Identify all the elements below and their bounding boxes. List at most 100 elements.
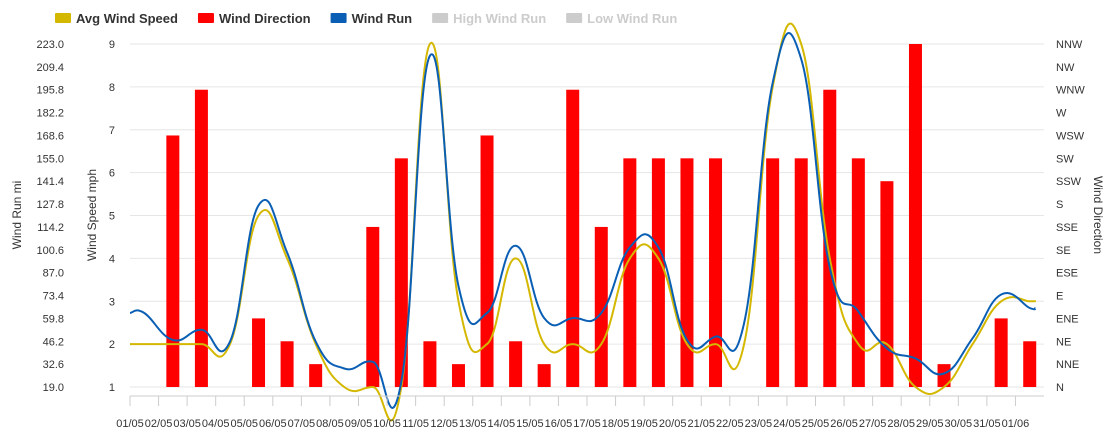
axis-ticks: 19.0 32.6 46.2 59.8 73.4 87.0 100.6 114.2 127.8 1… [36, 39, 1085, 430]
legend-item-wind-run[interactable]: Wind Run [330, 11, 413, 26]
date-tick-label: 24/05 [773, 418, 801, 430]
wind-run-tick-label: 223.0 [36, 39, 64, 51]
wind-run-tick-label: 19.0 [43, 382, 64, 394]
date-tick-label: 28/05 [887, 418, 915, 430]
wind-run-tick-label: 114.2 [37, 222, 64, 234]
date-tick-label: 15/05 [516, 418, 544, 430]
date-tick-label: 19/05 [630, 418, 658, 430]
date-tick-label: 29/05 [916, 418, 944, 430]
wind-speed-tick-label: 8 [109, 82, 115, 94]
date-tick-label: 21/05 [687, 418, 715, 430]
date-tick-label: 31/05 [973, 418, 1001, 430]
wind-direction-bar [309, 364, 323, 387]
wind-speed-tick-label: 1 [109, 382, 115, 394]
legend-label: Avg Wind Speed [76, 11, 178, 26]
date-tick-label: 30/05 [945, 418, 973, 430]
wind-direction-tick-label: W [1056, 108, 1067, 120]
wind-direction-bar [537, 364, 551, 387]
date-tick-label: 17/05 [573, 418, 601, 430]
wind-direction-tick-label: ENE [1056, 313, 1079, 325]
legend-item-low-wind-run[interactable]: Low Wind Run [566, 11, 677, 26]
wind-direction-tick-label: NW [1056, 62, 1075, 74]
legend-label: Wind Direction [219, 11, 311, 26]
wind-direction-bar [680, 158, 694, 387]
wind-direction-bar [709, 158, 723, 387]
wind-direction-bar [794, 158, 808, 387]
wind-speed-tick-label: 5 [109, 211, 115, 223]
wind-run-tick-label: 209.4 [36, 62, 64, 74]
legend-item-wind-direction[interactable]: Wind Direction [197, 11, 311, 26]
grid-lines [130, 43, 1044, 388]
wind-direction-tick-label: SSE [1056, 222, 1078, 234]
date-tick-label: 23/05 [745, 418, 773, 430]
wind-direction-bar [651, 158, 665, 387]
date-tick-label: 26/05 [830, 418, 858, 430]
wind-speed-tick-label: 9 [109, 39, 115, 51]
wind-direction-bar [451, 364, 465, 387]
wind-direction-tick-label: NNE [1056, 359, 1079, 371]
wind-direction-bar [937, 364, 951, 387]
date-tick-label: 11/05 [402, 418, 429, 430]
wind-run-line [129, 32, 1037, 409]
wind-run-tick-label: 87.0 [43, 268, 64, 280]
wind-direction-tick-label: SSW [1056, 176, 1082, 188]
wind-direction-bar [766, 158, 780, 387]
date-tick-label: 22/05 [716, 418, 744, 430]
wind-speed-tick-label: 7 [109, 125, 115, 137]
date-tick-label: 12/05 [430, 418, 458, 430]
wind-direction-bar [880, 181, 894, 387]
series-lines [129, 22, 1037, 422]
wind-direction-bar [623, 158, 637, 387]
date-tick-label: 20/05 [659, 418, 687, 430]
wind-run-tick-label: 155.0 [36, 153, 64, 165]
wind-run-tick-label: 32.6 [43, 359, 64, 371]
wind-run-tick-label: 141.4 [36, 176, 64, 188]
wind-run-tick-label: 73.4 [43, 291, 64, 303]
legend-swatch [197, 13, 214, 23]
legend-swatch [55, 13, 71, 23]
date-tick-label: 02/05 [145, 418, 173, 430]
date-tick-label: 08/05 [316, 418, 344, 430]
wind-direction-bar [423, 341, 437, 387]
wind-direction-bar [280, 341, 294, 387]
date-tick-label: 14/05 [488, 418, 516, 430]
wind-speed-tick-label: 3 [109, 296, 115, 308]
legend-swatch [432, 13, 449, 23]
date-tick-label: 01/06 [1002, 418, 1030, 430]
axes: Wind Run mi Wind Speed mph Wind Directio… [10, 169, 1105, 397]
date-tick-label: 03/05 [173, 418, 201, 430]
wind-direction-tick-label: WNW [1056, 85, 1085, 97]
wind-direction-tick-label: SE [1056, 245, 1071, 257]
legend: Avg Wind Speed Wind Direction Wind Run High… [55, 11, 677, 26]
wind-run-tick-label: 127.8 [36, 199, 64, 211]
wind-direction-bar [509, 341, 523, 387]
date-tick-label: 04/05 [202, 418, 230, 430]
date-tick-label: 27/05 [859, 418, 887, 430]
legend-label: Wind Run [352, 11, 413, 26]
wind-direction-bar [566, 89, 580, 387]
date-tick-label: 01/05 [116, 418, 144, 430]
date-tick-label: 07/05 [288, 418, 316, 430]
wind-direction-bar [394, 158, 408, 387]
date-tick-label: 25/05 [802, 418, 830, 430]
date-tick-label: 10/05 [373, 418, 401, 430]
wind-run-tick-label: 195.8 [36, 85, 64, 97]
legend-swatch [566, 13, 583, 23]
wind-run-axis-title: Wind Run mi [10, 181, 24, 250]
legend-item-avg-wind-speed[interactable]: Avg Wind Speed [55, 11, 178, 26]
wind-run-tick-label: 59.8 [43, 313, 64, 325]
legend-swatch [330, 13, 347, 23]
date-tick-label: 05/05 [230, 418, 258, 430]
date-tick-label: 09/05 [345, 418, 373, 430]
legend-item-high-wind-run[interactable]: High Wind Run [432, 11, 546, 26]
wind-direction-bar [166, 135, 180, 387]
wind-direction-bar [194, 89, 208, 387]
wind-direction-bar [252, 318, 266, 387]
wind-speed-axis-title: Wind Speed mph [85, 169, 99, 261]
wind-direction-tick-label: E [1056, 291, 1063, 303]
wind-speed-tick-label: 4 [109, 253, 115, 265]
wind-direction-tick-label: SW [1056, 153, 1074, 165]
date-tick-label: 06/05 [259, 418, 287, 430]
